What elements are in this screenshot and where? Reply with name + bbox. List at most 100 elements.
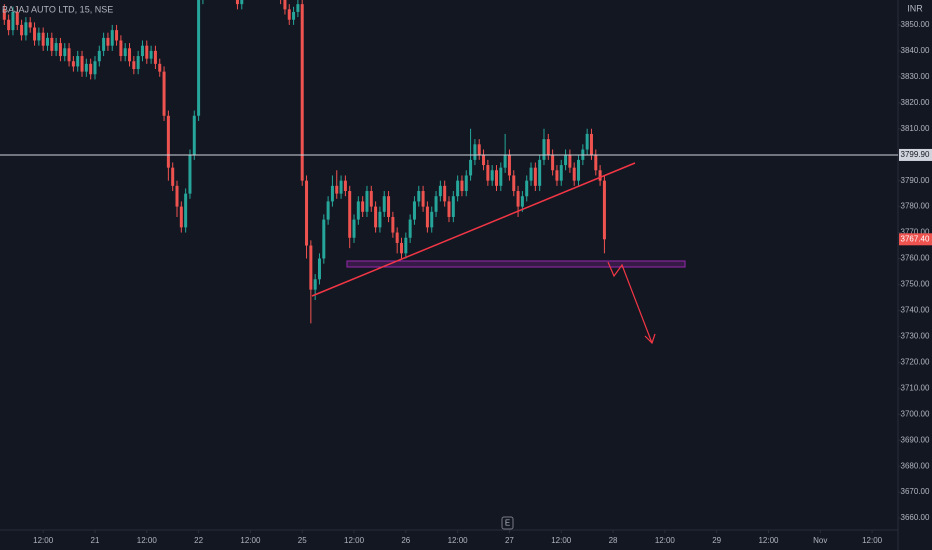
trend-line <box>311 162 636 297</box>
candle-body <box>296 4 300 12</box>
candle-body <box>162 71 166 116</box>
candle-body <box>67 48 71 62</box>
candle-body <box>499 167 503 186</box>
candle-body <box>572 167 576 181</box>
y-tick-label: 3680.00 <box>901 461 930 470</box>
event-marker[interactable]: E <box>505 519 510 528</box>
candle-body <box>63 48 67 57</box>
candle-body <box>490 170 494 181</box>
candle-body <box>330 185 334 202</box>
y-tick-label: 3810.00 <box>901 124 930 133</box>
y-tick-label: 3670.00 <box>901 487 930 496</box>
x-tick-label: 28 <box>609 536 618 545</box>
candle-body <box>434 196 438 212</box>
candle-body <box>93 61 97 75</box>
candle-body <box>469 159 473 176</box>
x-tick-label: 12:00 <box>137 536 158 545</box>
candle-body <box>533 167 537 186</box>
candle-body <box>15 11 19 25</box>
candle-body <box>76 56 80 67</box>
candle-body <box>24 22 28 36</box>
candle-body <box>391 216 395 233</box>
x-tick-label: 12:00 <box>33 536 54 545</box>
candle-body <box>404 237 408 254</box>
candle-body <box>361 201 365 212</box>
candle-body <box>464 175 468 192</box>
candle-body <box>412 201 416 220</box>
x-tick-label: 12:00 <box>551 536 572 545</box>
candle-body <box>28 22 32 28</box>
candle-body <box>188 154 192 194</box>
candle-body <box>417 191 421 202</box>
candle-body <box>292 11 296 20</box>
candle-body <box>473 144 477 160</box>
candle-body <box>343 180 347 192</box>
candle-body <box>551 154 555 171</box>
arrow-head <box>644 333 656 345</box>
candle-body <box>11 11 15 31</box>
candle-body <box>503 154 507 168</box>
candle-body <box>538 159 542 186</box>
x-tick-label: 12:00 <box>758 536 779 545</box>
candle-body <box>430 211 434 228</box>
candle-body <box>477 144 481 155</box>
candle-body <box>136 56 140 70</box>
candle-body <box>106 37 110 46</box>
candle-body <box>192 115 196 155</box>
y-tick-label: 3790.00 <box>901 176 930 185</box>
candle-body <box>7 19 11 31</box>
candle-body <box>507 154 511 176</box>
candle-body <box>425 206 429 228</box>
y-tick-label: 3730.00 <box>901 331 930 340</box>
candle-body <box>132 61 136 70</box>
candle-body <box>408 219 412 238</box>
drawings <box>311 162 686 345</box>
candle-body <box>589 133 593 155</box>
candle-body <box>525 180 529 197</box>
candle-body <box>171 167 175 186</box>
candle-body <box>585 133 589 150</box>
candle-body <box>568 154 572 168</box>
x-tick-label: 25 <box>298 536 307 545</box>
candle-body <box>287 9 291 20</box>
y-tick-label: 3830.00 <box>901 72 930 81</box>
level-label: 3799.90 <box>901 150 930 159</box>
candle-body <box>512 175 516 192</box>
candle-body <box>395 232 399 243</box>
candle-body <box>89 63 93 75</box>
candle-body <box>559 165 563 181</box>
y-tick-label: 3720.00 <box>901 357 930 366</box>
candle-body <box>400 242 404 254</box>
candle-body <box>378 211 382 228</box>
candle-body <box>322 219 326 259</box>
candle-body <box>80 56 84 72</box>
support-zone <box>346 260 686 268</box>
candle-body <box>451 196 455 217</box>
candle-body <box>20 24 24 36</box>
candle-body <box>438 185 442 197</box>
x-tick-label: 12:00 <box>344 536 365 545</box>
level-label-box <box>899 148 932 161</box>
candle-body <box>33 27 37 41</box>
candle-body <box>54 43 58 51</box>
candle-body <box>326 201 330 220</box>
candle-body <box>564 154 568 166</box>
x-tick-label: 12:00 <box>448 536 469 545</box>
candle-body <box>339 180 343 194</box>
candle-body <box>197 0 201 116</box>
candle-body <box>97 50 101 62</box>
currency: INR <box>907 3 923 13</box>
event-marker-box[interactable] <box>501 516 514 530</box>
projection-arrow <box>607 261 653 344</box>
y-tick-label: 3750.00 <box>901 280 930 289</box>
candle-body <box>305 180 309 246</box>
last-price-label: 3767.40 <box>901 234 930 243</box>
candle-body <box>149 50 153 59</box>
candle-body <box>235 0 239 5</box>
candle-body <box>374 206 378 228</box>
candle-body <box>447 201 451 217</box>
x-tick-label: 27 <box>505 536 514 545</box>
candle-body <box>546 139 550 155</box>
